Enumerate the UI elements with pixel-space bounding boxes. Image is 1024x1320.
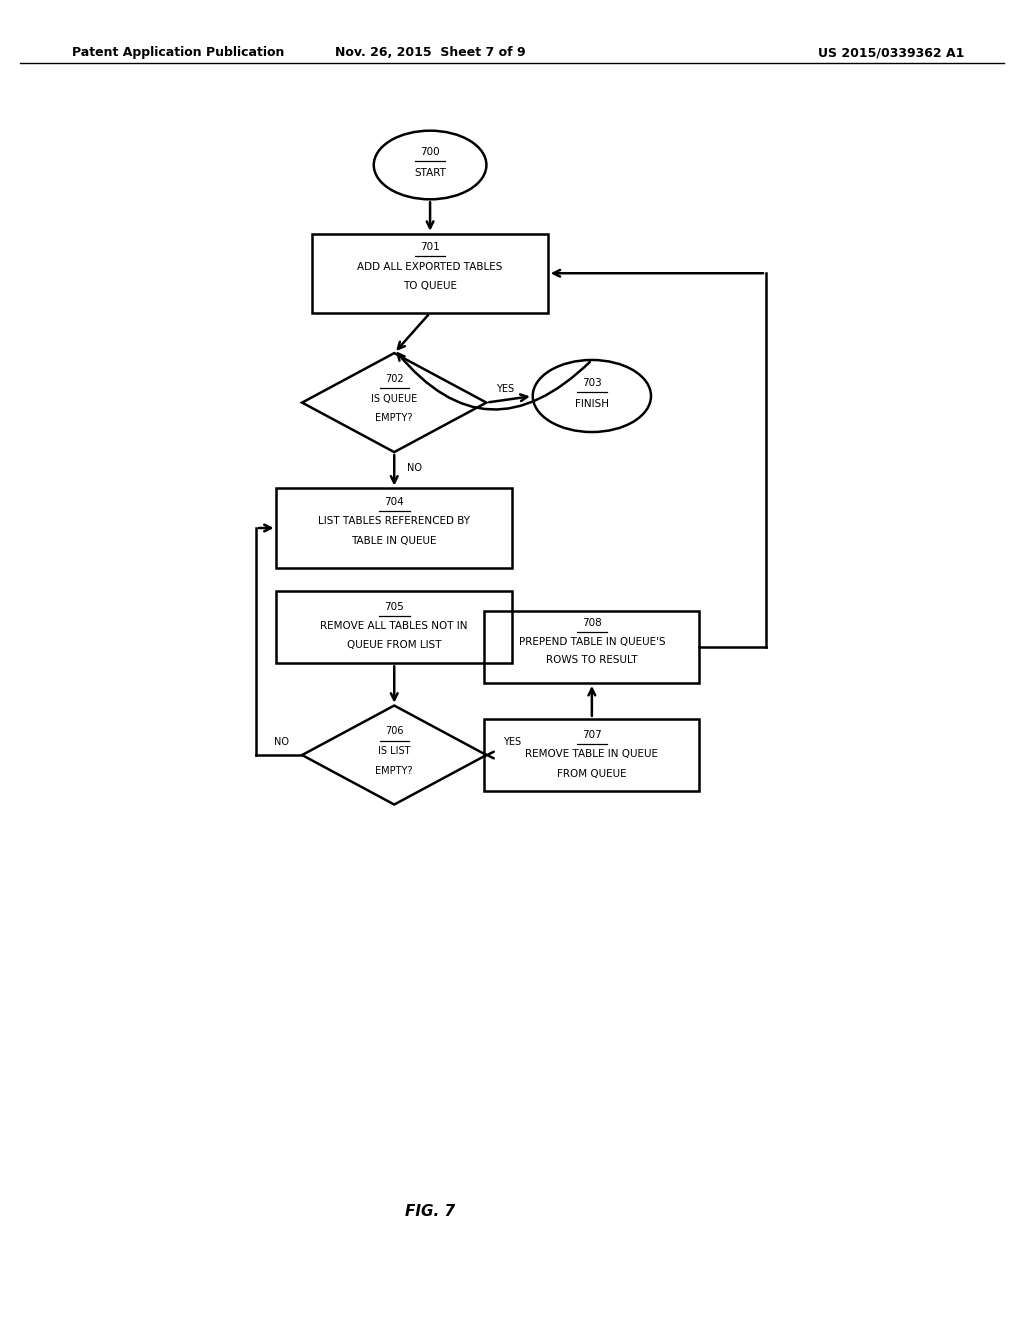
Text: FROM QUEUE: FROM QUEUE [557,768,627,779]
Text: ADD ALL EXPORTED TABLES: ADD ALL EXPORTED TABLES [357,261,503,272]
Text: YES: YES [503,737,521,747]
Text: Nov. 26, 2015  Sheet 7 of 9: Nov. 26, 2015 Sheet 7 of 9 [335,46,525,59]
Text: 705: 705 [384,602,404,612]
Text: PREPEND TABLE IN QUEUE'S: PREPEND TABLE IN QUEUE'S [518,636,666,647]
Text: 701: 701 [420,242,440,252]
Text: 708: 708 [582,618,602,628]
Text: NO: NO [408,463,422,473]
Text: US 2015/0339362 A1: US 2015/0339362 A1 [818,46,964,59]
Text: YES: YES [496,384,514,395]
Text: NO: NO [274,737,289,747]
Text: Patent Application Publication: Patent Application Publication [72,46,284,59]
Text: FIG. 7: FIG. 7 [406,1204,455,1220]
Text: FINISH: FINISH [574,399,609,409]
Text: 704: 704 [384,496,404,507]
Text: IS QUEUE: IS QUEUE [371,393,418,404]
Text: QUEUE FROM LIST: QUEUE FROM LIST [347,640,441,651]
Text: TABLE IN QUEUE: TABLE IN QUEUE [351,536,437,546]
Text: 702: 702 [385,374,403,384]
Text: ROWS TO RESULT: ROWS TO RESULT [546,655,638,665]
Text: 707: 707 [582,730,602,741]
Text: TO QUEUE: TO QUEUE [403,281,457,292]
Text: 706: 706 [385,726,403,737]
Text: 700: 700 [420,147,440,157]
Text: REMOVE ALL TABLES NOT IN: REMOVE ALL TABLES NOT IN [321,620,468,631]
Text: LIST TABLES REFERENCED BY: LIST TABLES REFERENCED BY [318,516,470,527]
Text: IS LIST: IS LIST [378,746,411,756]
Text: EMPTY?: EMPTY? [376,413,413,424]
Text: EMPTY?: EMPTY? [376,766,413,776]
Text: 703: 703 [582,378,602,388]
Text: START: START [414,168,446,178]
Text: REMOVE TABLE IN QUEUE: REMOVE TABLE IN QUEUE [525,748,658,759]
